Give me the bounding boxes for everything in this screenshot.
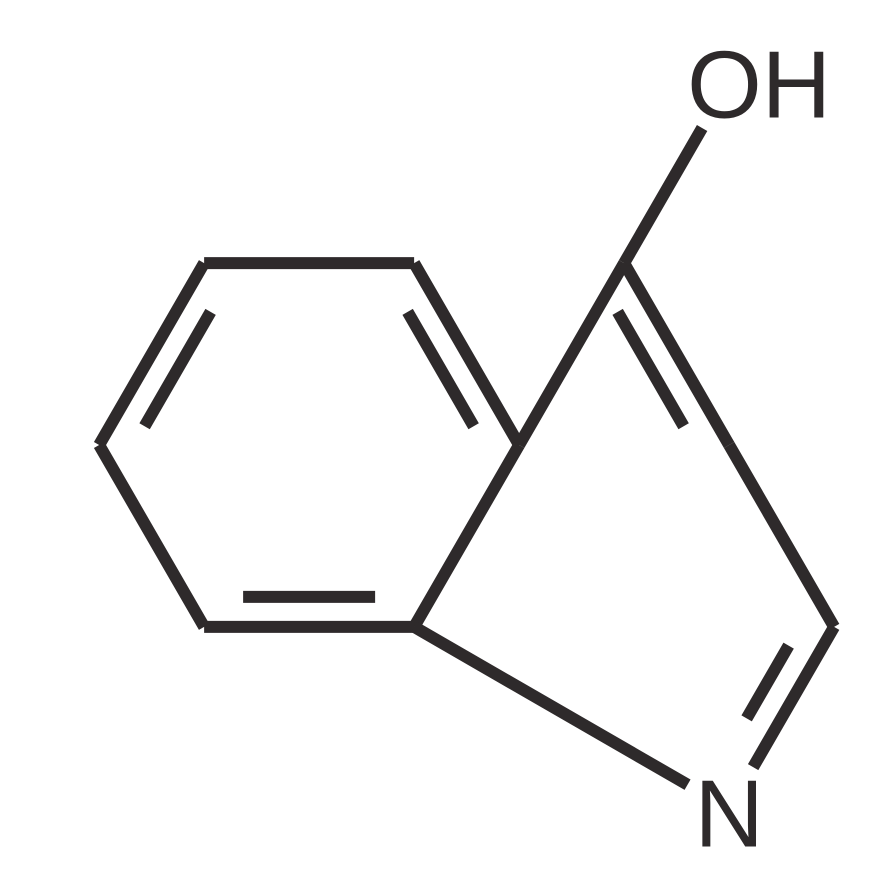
double-bond-inner — [145, 312, 211, 426]
single-bond — [729, 445, 834, 627]
double-bond-inner — [408, 312, 474, 426]
single-bond — [519, 263, 624, 445]
molecule-diagram: N OH — [0, 0, 890, 890]
single-bond — [414, 627, 687, 785]
atom-label-n: N — [694, 761, 763, 868]
single-bond — [414, 445, 519, 627]
atom-label-oh: OH — [687, 31, 831, 138]
single-bond — [99, 445, 204, 627]
single-bond — [624, 128, 702, 263]
double-bond-inner — [618, 312, 684, 426]
